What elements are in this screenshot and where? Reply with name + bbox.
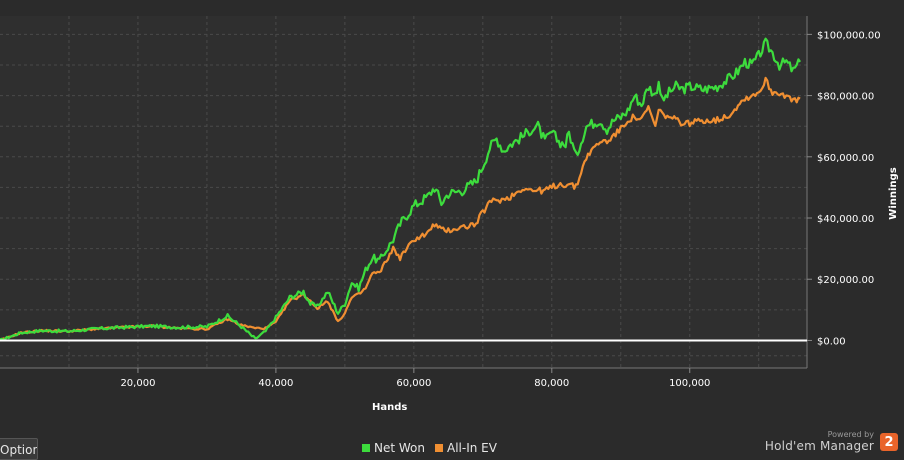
chart-labels: $0.00 $20,000.00 $40,000.00 $60,000.00 $80,0… (120, 30, 899, 413)
y-tick-label: $20,000.00 (817, 275, 874, 286)
plot-area (0, 16, 807, 368)
chart-legend: Net Won All-In EV (362, 441, 497, 455)
y-tick-label: $40,000.00 (817, 214, 874, 225)
x-tick-label: 100,000 (669, 378, 710, 389)
legend-swatch-all-in-ev (435, 444, 443, 452)
x-tick-label: 60,000 (396, 378, 431, 389)
chart-grid (0, 16, 807, 368)
options-button[interactable]: Options (0, 438, 38, 460)
brand-logo: Powered by Hold'em Manager 2 (765, 430, 898, 454)
y-tick-label: $0.00 (817, 336, 846, 347)
chart-axes (0, 16, 812, 373)
y-axis-title: Winnings (888, 167, 899, 219)
brand-name: Hold'em Manager (764, 439, 874, 453)
legend-item-net-won[interactable]: Net Won (362, 441, 425, 455)
legend-label-all-in-ev: All-In EV (447, 441, 497, 455)
series-line-net-won (0, 37, 802, 342)
brand-text: Powered by Hold'em Manager (765, 430, 874, 454)
y-tick-label: $60,000.00 (817, 153, 874, 164)
y-tick-label: $100,000.00 (817, 30, 881, 41)
x-tick-label: 20,000 (120, 378, 155, 389)
powered-by-label: Powered by (827, 430, 874, 439)
x-axis-title: Hands (372, 402, 407, 413)
x-tick-label: 40,000 (258, 378, 293, 389)
legend-swatch-net-won (362, 444, 370, 452)
legend-item-all-in-ev[interactable]: All-In EV (435, 441, 497, 455)
brand-badge-icon: 2 (880, 433, 898, 451)
chart-series (0, 37, 807, 342)
legend-label-net-won: Net Won (374, 441, 425, 455)
x-tick-label: 80,000 (534, 378, 569, 389)
y-tick-label: $80,000.00 (817, 92, 874, 103)
